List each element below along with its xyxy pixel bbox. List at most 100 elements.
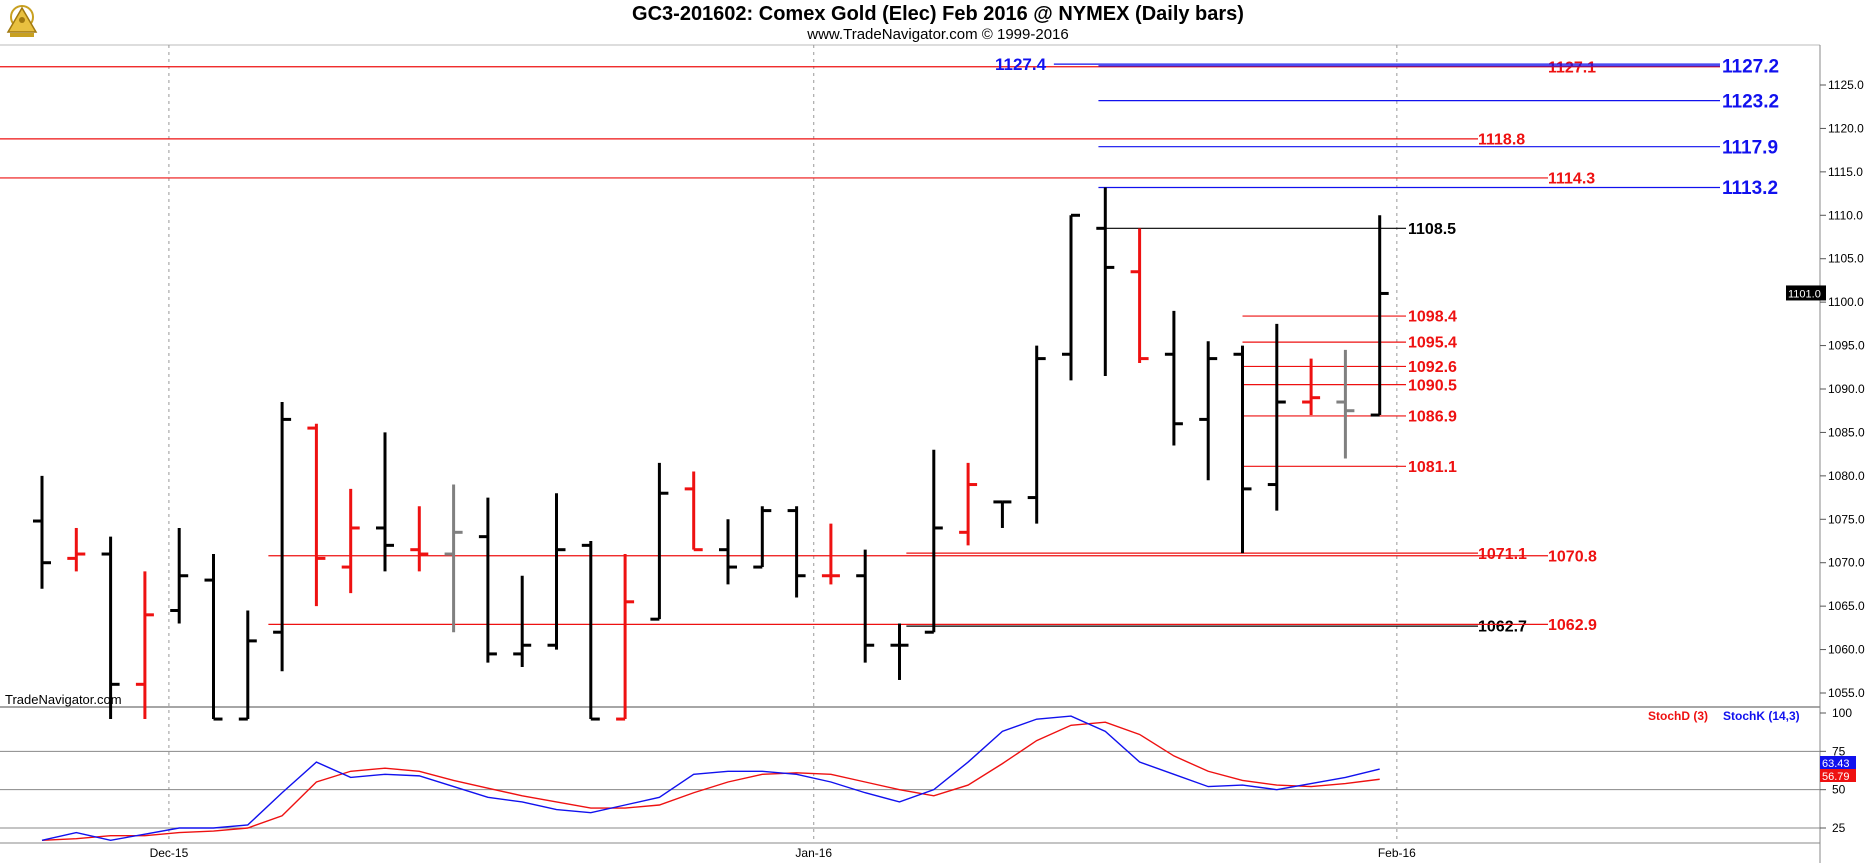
chart-subtitle: www.TradeNavigator.com © 1999-2016	[807, 26, 1069, 43]
date-label: Feb-16	[1378, 846, 1416, 860]
ohlc-bar	[1164, 310, 1183, 446]
level-label-1123-2: 1123.2	[1722, 91, 1779, 112]
level-label-1062-9: 1062.9	[1548, 617, 1597, 634]
ohlc-bar	[684, 471, 703, 552]
level-label-1108-5: 1108.5	[1408, 221, 1456, 238]
ohlc-bar	[273, 402, 292, 672]
chart-title: GC3-201602: Comex Gold (Elec) Feb 2016 @…	[632, 3, 1244, 25]
ohlc-bar	[478, 497, 497, 663]
level-label-1114-3: 1114.3	[1548, 171, 1595, 188]
ohlc-bar	[1336, 349, 1355, 459]
sextant-logo-icon	[6, 5, 38, 37]
ohlc-bar	[924, 449, 943, 634]
price-tick-label: 1085.0	[1828, 425, 1865, 439]
ohlc-bar	[890, 623, 909, 680]
date-label: Jan-16	[795, 846, 832, 860]
ohlc-bar	[307, 423, 326, 607]
ohlc-bar	[616, 554, 635, 721]
stochastic-panel: 100 75 50 25 StochD (3) StochK (14,3) 63.4356.…	[0, 706, 1856, 841]
last-price-label: 1101.0	[1788, 288, 1821, 300]
ohlc-bar	[1233, 345, 1252, 554]
ohlc-bar	[238, 610, 257, 721]
ohlc-bar	[33, 475, 51, 589]
ohlc-bar	[410, 506, 429, 572]
level-label-1113-2: 1113.2	[1722, 178, 1778, 199]
level-label-1127-4: 1127.4	[995, 55, 1047, 74]
ohlc-bar	[1130, 228, 1149, 363]
date-axis: Dec-15 Jan-16 Feb-16	[150, 846, 1417, 860]
price-tick-label: 1065.0	[1828, 599, 1865, 613]
ohlc-bar	[1027, 345, 1046, 524]
chart-header: GC3-201602: Comex Gold (Elec) Feb 2016 @…	[0, 0, 1876, 44]
price-axis: 1055.0 1060.0 1065.0 1070.0 1075.0 1080.0 1085…	[1786, 78, 1865, 700]
ohlc-bar	[376, 432, 394, 572]
ohlc-bar	[753, 506, 772, 569]
level-label-1117-9: 1117.9	[1722, 137, 1778, 158]
stoch-k-tag	[1820, 756, 1856, 769]
level-label-1081-1: 1081.1	[1408, 459, 1457, 476]
price-tick-label: 1095.0	[1828, 339, 1865, 353]
ohlc-bar	[856, 549, 875, 663]
ohlc-bar	[547, 493, 566, 650]
ohlc-bar	[650, 462, 669, 621]
price-tick-label: 1120.0	[1828, 121, 1864, 135]
level-label-1090-5: 1090.5	[1408, 377, 1457, 394]
ohlc-bar	[341, 488, 360, 594]
price-tick-label: 1060.0	[1828, 643, 1865, 657]
ohlc-bar	[1199, 341, 1218, 481]
stoch-k-line	[41, 715, 1380, 841]
level-label-1095-4: 1095.4	[1408, 335, 1457, 352]
ohlc-bar	[993, 500, 1012, 528]
ohlc-bar	[1062, 213, 1080, 381]
price-tick-label: 1080.0	[1828, 469, 1865, 483]
price-tick-label: 1090.0	[1828, 382, 1865, 396]
price-tick-label: 1100.0	[1828, 295, 1864, 309]
grid-layer	[0, 44, 1821, 863]
ohlc-bar	[204, 554, 223, 721]
ohlc-bar	[67, 527, 86, 572]
ohlc-bar	[719, 519, 737, 585]
stoch-tick-label: 100	[1832, 706, 1852, 720]
ohlc-bar	[1267, 323, 1286, 511]
price-tick-label: 1105.0	[1828, 252, 1864, 266]
stoch-tick-label: 25	[1832, 821, 1846, 835]
ohlc-bar	[101, 536, 120, 720]
level-label-1127-2: 1127.2	[1722, 57, 1779, 78]
ohlc-bar	[787, 506, 806, 598]
stoch-k-value: 63.43	[1822, 758, 1850, 770]
stoch-tick-label: 75	[1832, 744, 1846, 758]
price-tick-label: 1075.0	[1828, 512, 1865, 526]
ohlc-bar	[170, 527, 189, 624]
level-label-1070-8: 1070.8	[1548, 548, 1597, 565]
levels-layer: 1127.1 1118.8 1114.3 1127.4 1127.2 1123.2 1117…	[0, 55, 1779, 636]
ohlc-bar	[1302, 358, 1321, 416]
ohlc-bar	[959, 462, 978, 546]
level-label-1098-4: 1098.4	[1408, 309, 1457, 326]
last-price-tag	[1786, 285, 1826, 301]
ohlc-bar	[1096, 187, 1115, 376]
stoch-legend-d: StochD (3)	[1648, 709, 1708, 723]
level-label-1118-8: 1118.8	[1478, 131, 1525, 148]
level-label-1086-9: 1086.9	[1408, 409, 1457, 426]
price-tick-label: 1070.0	[1828, 556, 1865, 570]
price-bars	[33, 187, 1389, 721]
ohlc-bar	[581, 541, 600, 721]
ohlc-bar	[513, 575, 532, 667]
stoch-tick-label: 50	[1832, 783, 1846, 797]
stoch-d-value: 56.79	[1822, 771, 1850, 783]
ohlc-bar	[444, 484, 463, 633]
price-tick-label: 1110.0	[1828, 208, 1863, 222]
ohlc-bar	[1370, 215, 1389, 417]
watermark: TradeNavigator.com	[5, 692, 122, 707]
ohlc-bar	[821, 523, 840, 585]
price-tick-label: 1115.0	[1828, 165, 1863, 179]
stoch-d-line	[41, 721, 1380, 841]
level-label-1127-1: 1127.1	[1548, 59, 1596, 76]
level-label-1071-1: 1071.1	[1478, 546, 1527, 563]
date-label: Dec-15	[150, 846, 189, 860]
stoch-legend-k: StochK (14,3)	[1723, 709, 1800, 723]
ohlc-bar	[135, 571, 154, 720]
level-label-1062-7: 1062.7	[1478, 619, 1527, 636]
level-label-1092-6: 1092.6	[1408, 359, 1457, 376]
